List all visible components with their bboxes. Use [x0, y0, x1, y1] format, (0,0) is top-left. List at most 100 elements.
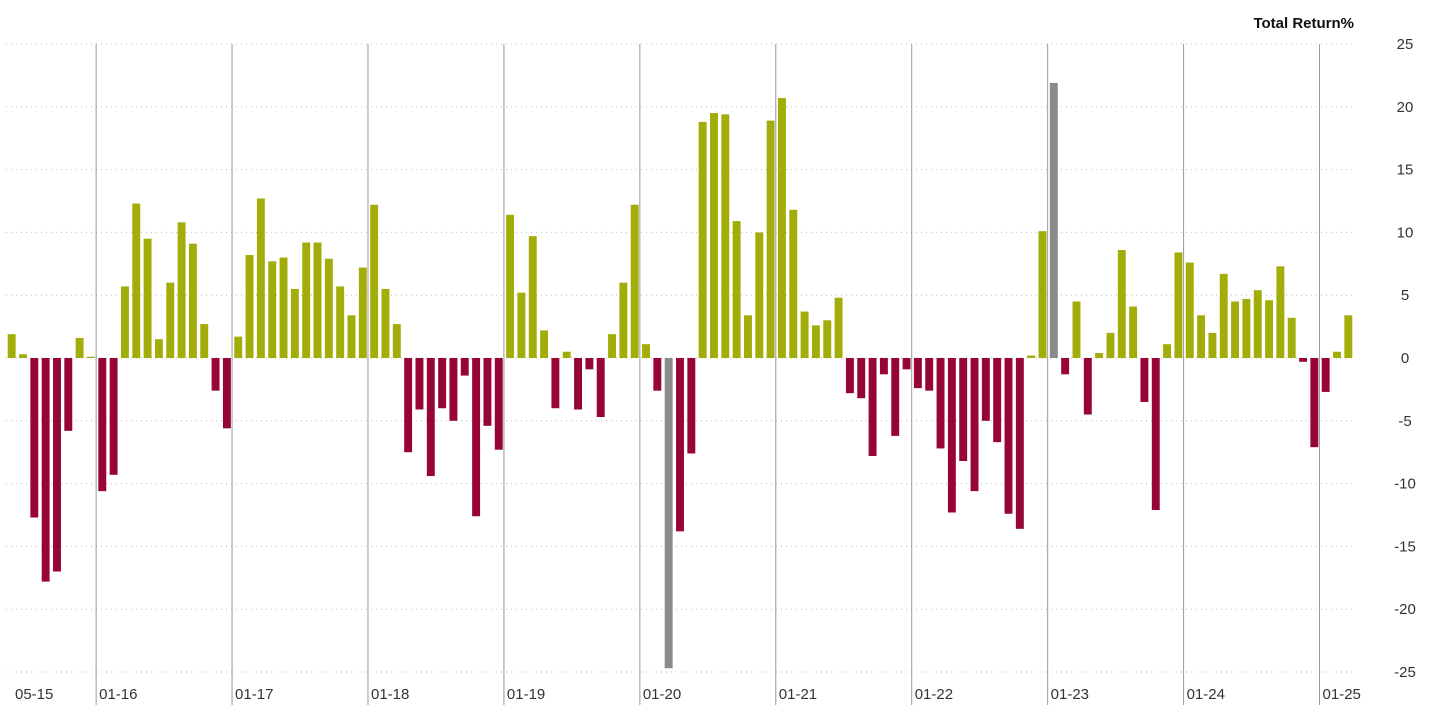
bar-2018-06 — [426, 358, 435, 477]
bar-2021-07 — [845, 358, 854, 394]
bar-2019-06 — [562, 351, 571, 358]
bar-2017-03 — [256, 198, 265, 358]
bar-2018-07 — [438, 358, 447, 409]
bar-2024-02 — [1197, 315, 1206, 358]
bar-2024-05 — [1231, 301, 1240, 358]
bars — [7, 82, 1353, 669]
bar-2016-12 — [222, 358, 231, 429]
bar-2015-06 — [19, 354, 27, 358]
bar-2018-05 — [415, 358, 424, 410]
bar-2015-07 — [30, 358, 39, 518]
bar-2024-10 — [1287, 317, 1296, 358]
bar-2019-12 — [630, 204, 639, 358]
bar-2024-04 — [1219, 273, 1228, 358]
bar-2021-06 — [834, 297, 843, 358]
bar-2023-10 — [1151, 358, 1160, 510]
bar-2019-03 — [528, 236, 537, 358]
bar-2024-03 — [1208, 332, 1217, 358]
bar-2020-11 — [755, 232, 764, 358]
bar-2022-05 — [959, 358, 968, 461]
x-tick-label: 01-18 — [371, 686, 409, 703]
bar-2020-07 — [710, 113, 718, 358]
bar-2022-02 — [925, 358, 934, 391]
bar-2016-07 — [166, 282, 175, 358]
bar-2015-10 — [64, 358, 73, 431]
bar-2025-02 — [1333, 351, 1341, 358]
bar-2021-11 — [891, 358, 900, 436]
bar-2024-08 — [1265, 300, 1274, 358]
bar-2020-09 — [732, 221, 741, 358]
bar-2019-11 — [619, 282, 628, 358]
bar-2023-12 — [1174, 252, 1183, 358]
bar-2018-02 — [381, 288, 390, 358]
bar-2019-08 — [585, 358, 594, 370]
y-tick-label: -25 — [1394, 664, 1416, 681]
bar-2023-07 — [1117, 249, 1126, 358]
bar-2023-11 — [1163, 344, 1172, 358]
y-tick-label: -5 — [1398, 413, 1411, 430]
bar-2020-02 — [653, 358, 662, 391]
x-tick-label: 01-20 — [643, 686, 681, 703]
bar-2022-09 — [1004, 358, 1013, 514]
bar-2018-04 — [404, 358, 413, 453]
bar-2017-02 — [245, 255, 254, 358]
bar-2024-12 — [1310, 358, 1319, 448]
bar-2022-04 — [947, 358, 956, 513]
x-tick-label: 01-22 — [915, 686, 953, 703]
bar-2016-09 — [188, 243, 197, 358]
y-tick-label: 25 — [1397, 36, 1414, 53]
bar-2020-12 — [766, 120, 775, 358]
bar-2015-09 — [53, 358, 61, 572]
bar-2021-02 — [789, 209, 798, 358]
bar-2016-01 — [98, 358, 107, 492]
x-axis-ticks: 05-15 01-16 01-17 01-18 01-19 01-20 01-21 01-22… — [15, 686, 1361, 703]
bar-2021-05 — [823, 320, 832, 358]
bar-2016-08 — [177, 222, 186, 358]
bar-2020-10 — [744, 315, 752, 358]
bar-2022-11 — [1027, 355, 1036, 358]
bar-2015-11 — [75, 337, 84, 358]
bar-2017-10 — [336, 286, 345, 358]
bar-2023-02 — [1061, 358, 1070, 375]
bar-2015-12 — [86, 356, 95, 358]
bar-2016-06 — [154, 339, 163, 358]
bar-2016-05 — [143, 238, 152, 358]
x-tick-label: 01-21 — [779, 686, 817, 703]
bar-2017-05 — [279, 257, 288, 358]
bar-2016-04 — [132, 203, 141, 358]
bar-2018-01 — [370, 204, 379, 358]
y-axis-title: Total Return% — [1253, 15, 1354, 32]
bar-2025-01 — [1321, 358, 1330, 392]
bar-2023-06 — [1106, 332, 1115, 358]
bar-2022-08 — [993, 358, 1002, 443]
y-tick-label: 5 — [1401, 287, 1409, 304]
bar-2017-11 — [347, 315, 356, 358]
bar-2020-06 — [698, 121, 707, 358]
y-axis-ticks: 25 20 15 10 5 0 -5 -10 -15 -20 -25 — [1394, 36, 1416, 681]
bar-2018-08 — [449, 358, 458, 421]
bar-2021-01 — [777, 98, 786, 359]
bar-2016-03 — [120, 286, 129, 358]
bar-2017-06 — [290, 288, 299, 358]
y-tick-label: 20 — [1397, 99, 1414, 116]
bar-2020-01 — [642, 344, 650, 358]
bar-2017-01 — [234, 336, 243, 358]
bar-2019-10 — [608, 334, 616, 358]
y-tick-label: -20 — [1394, 601, 1416, 618]
bar-2021-12 — [902, 358, 911, 370]
bar-2022-03 — [936, 358, 945, 449]
bar-2023-08 — [1129, 306, 1138, 358]
bar-2023-01 — [1049, 82, 1058, 358]
bar-2024-06 — [1242, 298, 1251, 358]
x-tick-label: 01-23 — [1051, 686, 1089, 703]
bar-2021-08 — [857, 358, 866, 399]
bar-2020-05 — [687, 358, 696, 454]
bar-2019-07 — [574, 358, 583, 410]
x-tick-label: 01-19 — [507, 686, 545, 703]
bar-2017-08 — [313, 242, 322, 358]
bar-2024-01 — [1185, 262, 1194, 358]
y-tick-label: 10 — [1397, 224, 1414, 241]
x-tick-label: 01-16 — [99, 686, 137, 703]
bar-2021-03 — [800, 311, 809, 358]
